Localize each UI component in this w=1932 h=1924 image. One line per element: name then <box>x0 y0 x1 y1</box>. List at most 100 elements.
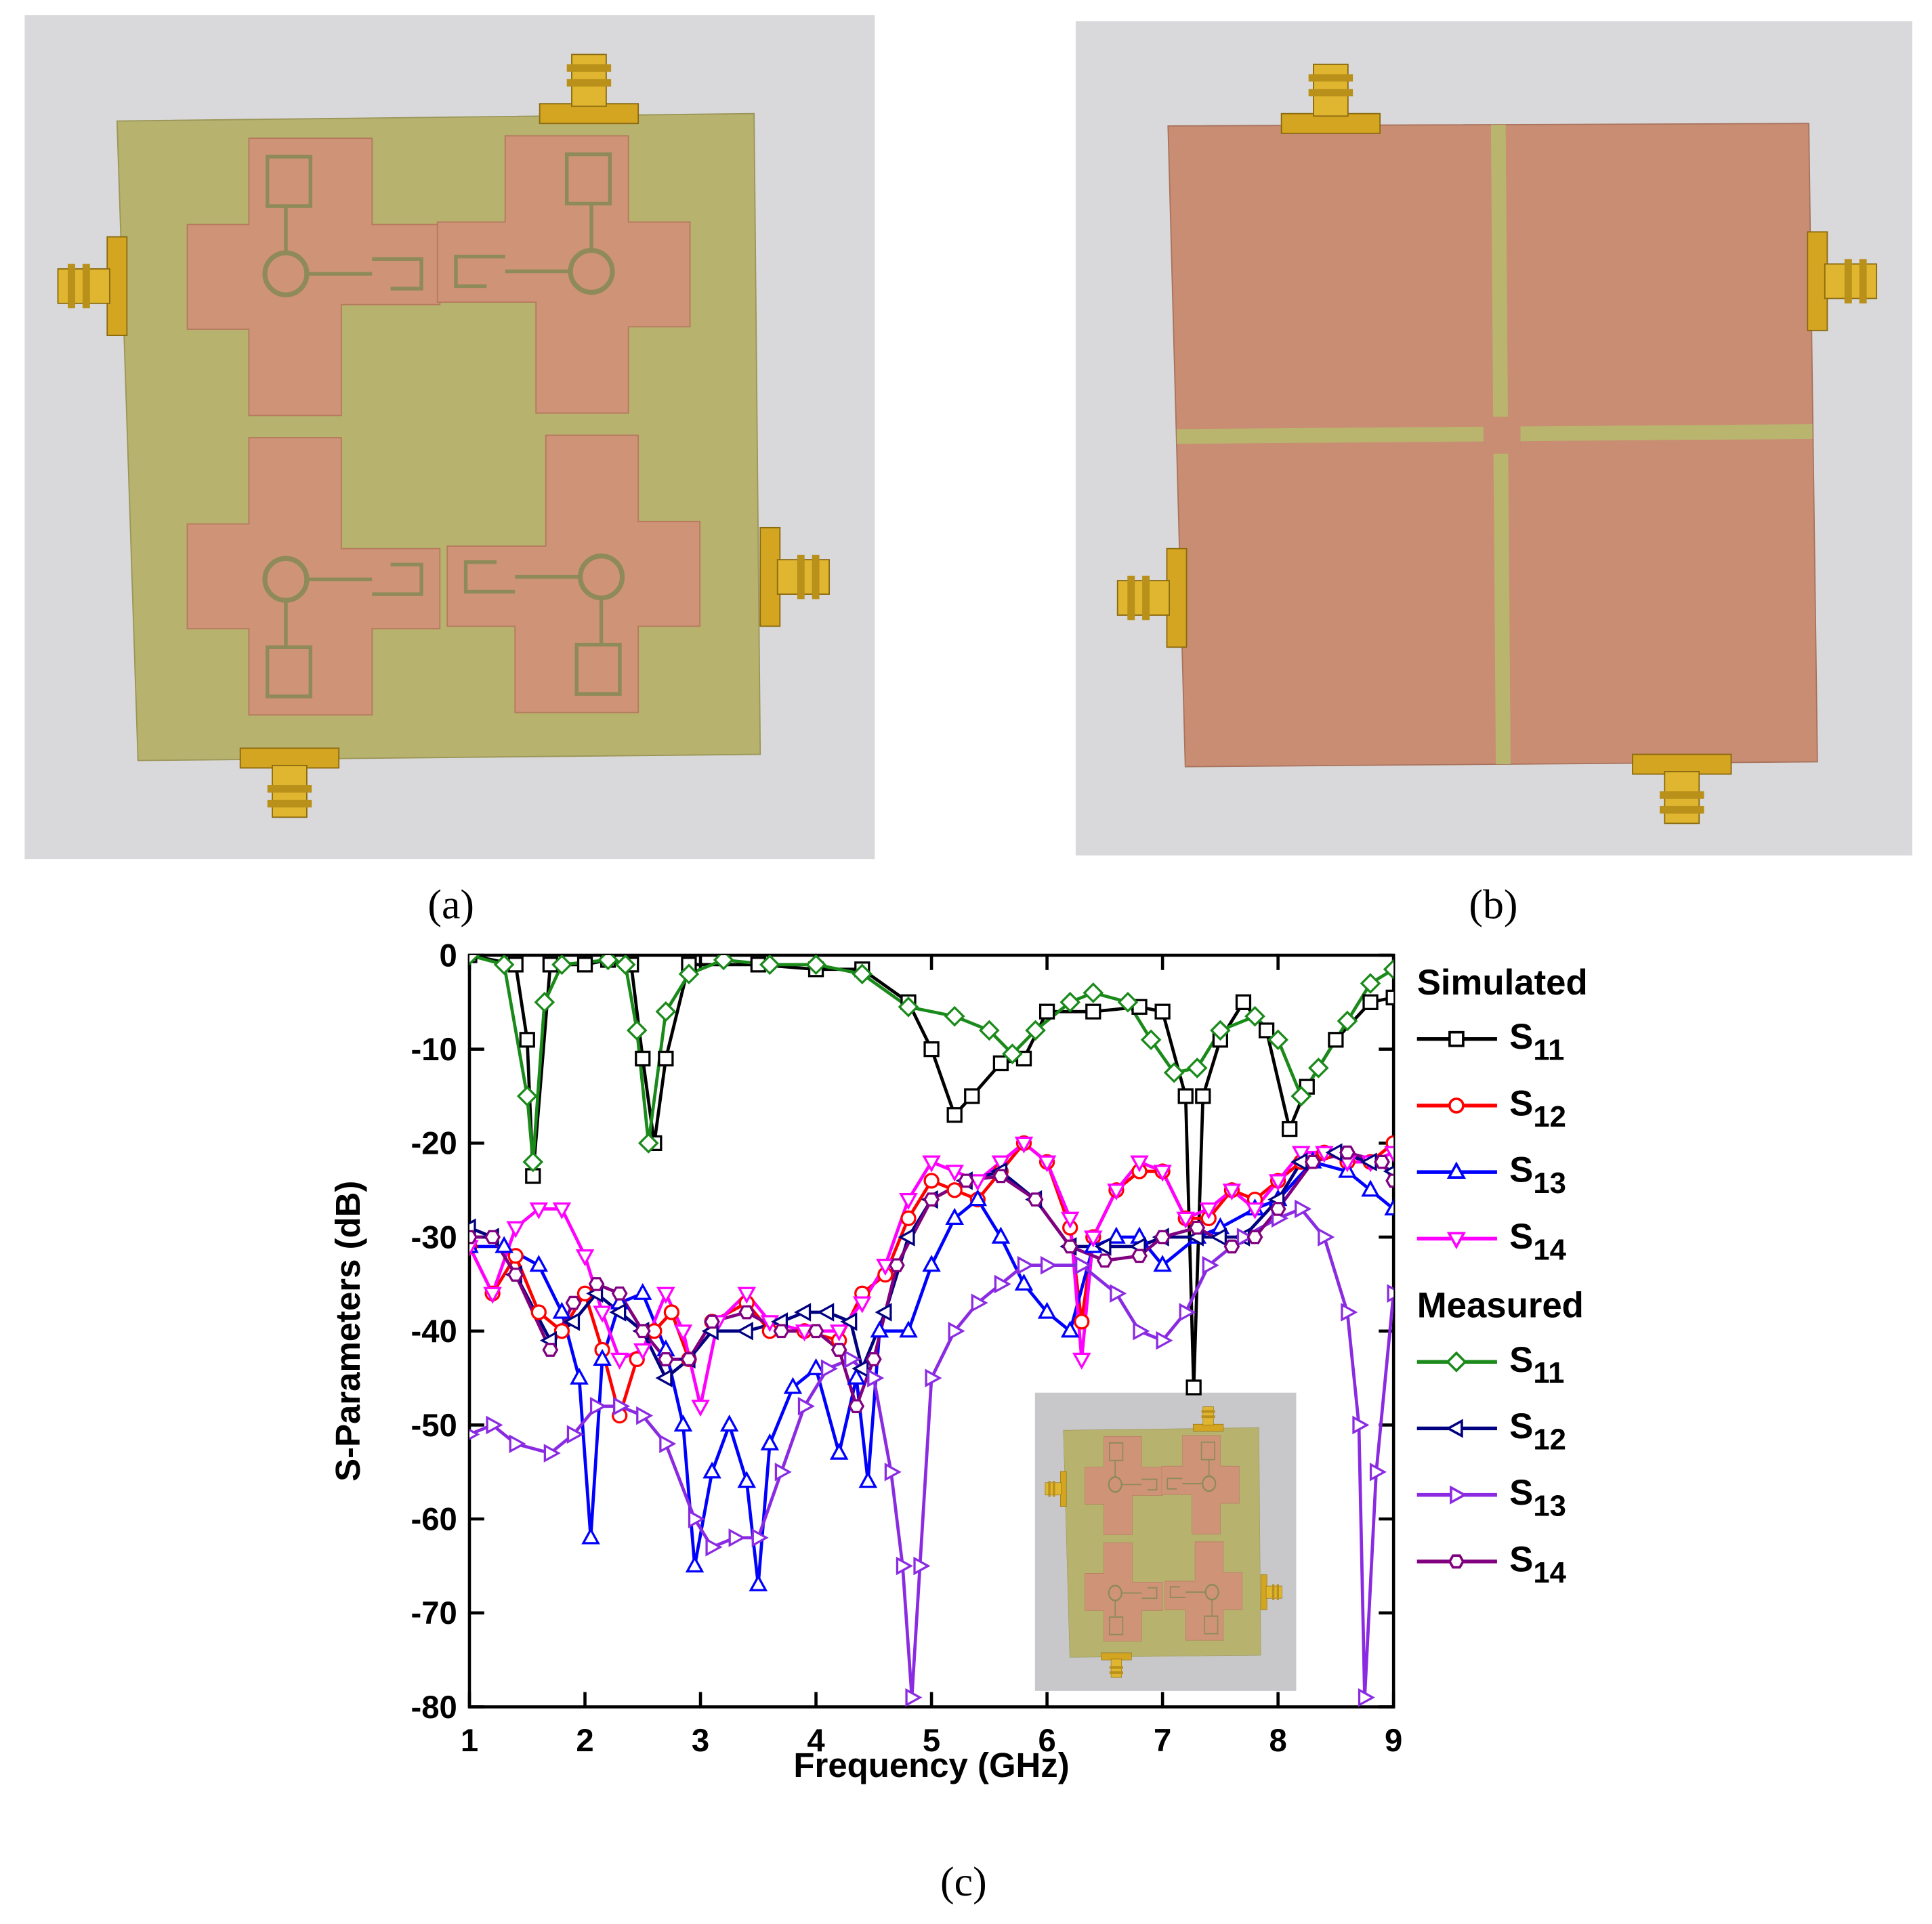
marker <box>610 1352 629 1370</box>
marker <box>992 1169 1009 1184</box>
marker <box>551 955 572 976</box>
marker <box>829 1324 849 1342</box>
marker <box>852 1359 869 1379</box>
marker <box>673 1415 693 1432</box>
marker <box>875 1303 892 1322</box>
marker <box>905 1688 923 1707</box>
marker <box>543 1444 561 1463</box>
marker <box>688 1509 705 1528</box>
marker <box>1446 1161 1466 1179</box>
marker <box>1177 1088 1194 1104</box>
marker <box>702 1461 721 1479</box>
marker <box>657 1352 674 1366</box>
marker <box>1014 1136 1034 1154</box>
marker <box>884 1463 902 1482</box>
marker <box>1195 1088 1211 1104</box>
pcb-board <box>116 112 761 761</box>
marker <box>1446 1232 1466 1250</box>
y-tick-label: -10 <box>411 1032 457 1068</box>
marker <box>1341 1303 1358 1322</box>
marker <box>736 1321 753 1341</box>
inset-content <box>1045 1406 1282 1678</box>
marker <box>1269 1202 1286 1216</box>
panel-label: (b) <box>1469 881 1517 927</box>
marker <box>656 1287 675 1304</box>
legend-group-title: Simulated <box>1417 963 1588 1003</box>
marker <box>760 1433 780 1450</box>
y-tick-label: -20 <box>411 1126 457 1162</box>
marker <box>1074 1314 1090 1330</box>
marker <box>738 1305 755 1320</box>
marker <box>634 1324 651 1339</box>
marker <box>1360 973 1381 994</box>
marker <box>1209 1228 1227 1247</box>
marker <box>946 1182 963 1198</box>
marker <box>1369 1463 1387 1482</box>
x-tick-label: 8 <box>1269 1723 1286 1759</box>
marker <box>831 1343 847 1357</box>
marker <box>1060 1320 1080 1338</box>
marker <box>900 1210 917 1226</box>
marker <box>991 1155 1011 1173</box>
marker <box>820 1359 839 1379</box>
marker <box>1387 1284 1394 1303</box>
slot-center <box>1483 417 1521 454</box>
marker <box>968 1189 988 1207</box>
marker <box>691 1400 710 1417</box>
marker <box>1295 1199 1312 1219</box>
legend-label: S13 <box>1509 1473 1566 1522</box>
x-tick-label: 2 <box>576 1723 593 1759</box>
marker <box>655 1001 677 1022</box>
marker <box>658 1050 674 1067</box>
y-tick-label: 0 <box>440 938 457 974</box>
marker <box>1189 1220 1206 1235</box>
series-line <box>469 955 1394 1164</box>
legend-label: S14 <box>1509 1539 1566 1589</box>
inset-photo <box>1034 1392 1297 1691</box>
marker <box>1282 1121 1298 1137</box>
marker <box>609 1303 627 1322</box>
legend-label: S12 <box>1509 1083 1566 1133</box>
marker <box>1385 989 1394 1006</box>
marker <box>1244 1005 1265 1027</box>
marker <box>637 1133 659 1154</box>
x-tick-label: 5 <box>923 1723 940 1759</box>
marker <box>751 1528 769 1547</box>
marker <box>806 1358 826 1375</box>
marker <box>913 1556 931 1576</box>
marker <box>1140 1029 1162 1051</box>
marker <box>979 1020 1000 1041</box>
plot-area <box>469 955 1394 1707</box>
marker <box>945 1207 964 1225</box>
marker <box>636 1406 654 1425</box>
marker <box>1163 1062 1185 1083</box>
marker <box>552 1301 572 1319</box>
marker <box>867 1368 885 1387</box>
marker <box>1002 1043 1023 1064</box>
marker <box>1096 1253 1113 1268</box>
marker <box>817 1303 835 1322</box>
marker <box>1017 1255 1034 1275</box>
marker <box>1038 1003 1055 1020</box>
marker <box>807 1324 824 1339</box>
marker <box>749 1574 768 1591</box>
marker <box>1176 1211 1195 1229</box>
marker <box>565 1295 582 1310</box>
marker <box>1202 1255 1219 1275</box>
marker <box>633 1343 652 1360</box>
marker <box>852 1296 872 1314</box>
marker <box>576 957 593 973</box>
marker <box>805 955 826 976</box>
x-tick-label: 7 <box>1154 1723 1171 1759</box>
marker <box>923 1173 940 1189</box>
panel-label: (a) <box>427 881 474 927</box>
marker <box>925 1368 942 1387</box>
marker <box>588 1277 605 1291</box>
marker <box>1210 1020 1231 1041</box>
marker <box>1358 1688 1375 1707</box>
marker <box>948 1321 965 1341</box>
marker <box>1075 1255 1093 1275</box>
marker <box>685 1555 705 1573</box>
marker <box>681 1352 697 1366</box>
